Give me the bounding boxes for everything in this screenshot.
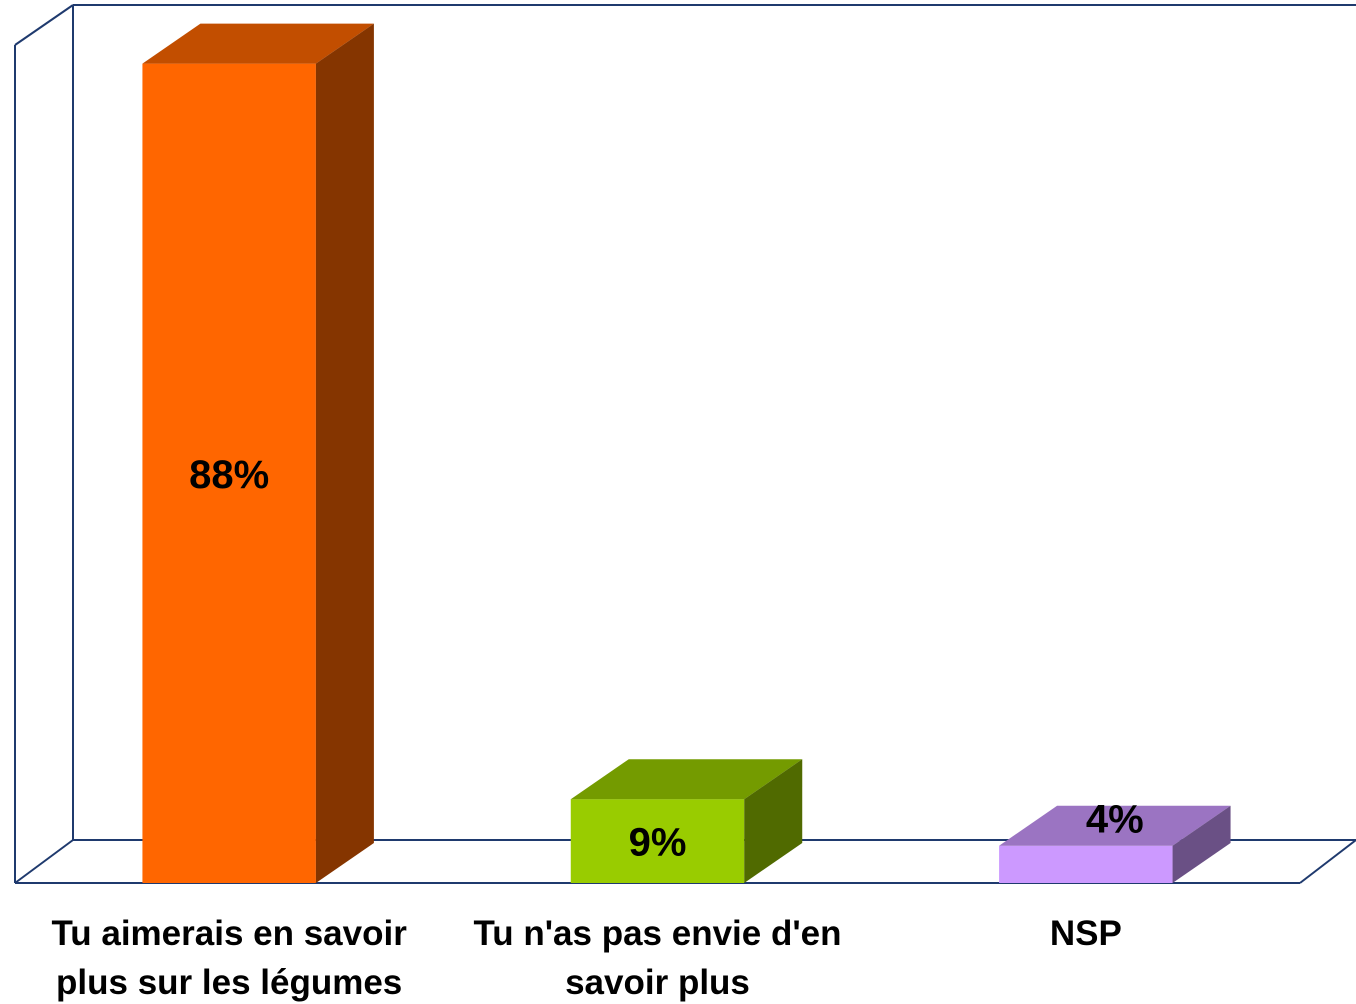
floor-edge	[1299, 839, 1356, 884]
data-label: 88%	[189, 453, 269, 497]
x-tick-label: NSP	[1049, 914, 1122, 953]
data-label: 4%	[1086, 797, 1144, 841]
x-tick-label: Tu aimerais en savoir plus sur les légum…	[51, 914, 407, 1002]
bar-side	[744, 759, 803, 883]
bar-side	[1172, 805, 1231, 883]
bar-side	[315, 23, 374, 884]
wall-edge	[14, 4, 74, 46]
x-tick-label: Tu n'as pas envie d'en savoir plus	[473, 914, 842, 1002]
floor-edge	[14, 839, 74, 884]
bar-front	[570, 799, 745, 883]
bar-front	[999, 845, 1173, 883]
bar-front	[142, 63, 316, 884]
bar-top	[999, 805, 1231, 846]
data-label: 9%	[629, 821, 687, 865]
bar-top	[142, 23, 374, 64]
bar-top	[570, 759, 803, 800]
